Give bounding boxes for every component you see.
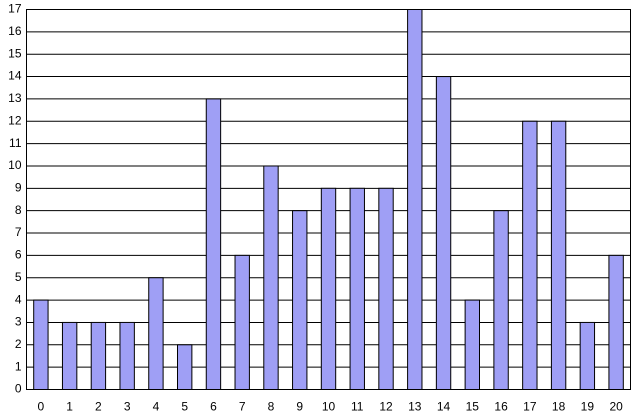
x-tick-label: 9 [296, 400, 303, 414]
bar [177, 344, 193, 391]
x-tick-label: 13 [408, 400, 422, 414]
x-tick-label: 8 [268, 400, 275, 414]
x-tick-label: 11 [351, 400, 364, 414]
bar [33, 299, 49, 390]
bar [407, 9, 423, 390]
y-tick-label: 5 [15, 270, 22, 284]
y-tick-label: 8 [15, 203, 22, 217]
x-tick-label: 15 [466, 400, 480, 414]
bar [493, 210, 509, 390]
x-tick-label: 4 [153, 400, 160, 414]
x-tick-label: 16 [494, 400, 508, 414]
bar [608, 254, 624, 390]
x-tick-label: 3 [124, 400, 131, 414]
y-tick-label: 16 [8, 24, 22, 38]
y-tick-label: 13 [8, 91, 22, 105]
y-tick-label: 10 [8, 158, 22, 172]
y-tick-label: 1 [15, 359, 22, 373]
x-tick-label: 14 [437, 400, 451, 414]
x-tick-label: 10 [322, 400, 336, 414]
bar [579, 321, 596, 390]
y-tick-label: 3 [15, 315, 22, 329]
bar [234, 254, 250, 390]
y-tick-label: 0 [15, 382, 22, 396]
x-tick-label: 2 [95, 400, 102, 414]
bar [292, 210, 308, 390]
x-tick-label: 18 [552, 400, 566, 414]
bar [522, 120, 538, 390]
x-tick-label: 17 [523, 400, 537, 414]
x-tick-label: 7 [239, 400, 246, 414]
x-tick-label: 0 [38, 400, 45, 414]
y-tick-label: 2 [15, 337, 22, 351]
y-tick-label: 17 [8, 2, 22, 16]
bar [349, 187, 365, 390]
y-tick-label: 12 [8, 113, 22, 127]
y-tick-label: 11 [9, 136, 22, 150]
bar [263, 165, 279, 390]
y-tick-label: 9 [15, 180, 22, 194]
y-tick-label: 15 [8, 46, 22, 60]
y-tick-label: 6 [15, 248, 22, 262]
bar [205, 98, 222, 390]
bar [90, 321, 107, 390]
bar [61, 321, 78, 390]
x-tick-label: 6 [210, 400, 217, 414]
bar [550, 120, 567, 390]
bar [435, 76, 452, 390]
x-tick-label: 20 [609, 400, 623, 414]
y-tick-label: 4 [15, 292, 22, 306]
x-tick-label: 1 [66, 400, 73, 414]
bar [464, 299, 481, 390]
bar [378, 187, 394, 390]
x-tick-label: 5 [181, 400, 188, 414]
x-tick-label: 12 [379, 400, 393, 414]
x-tick-label: 19 [581, 400, 595, 414]
bar [320, 187, 337, 390]
bar [119, 321, 135, 390]
y-tick-label: 7 [15, 225, 22, 239]
bar [148, 277, 164, 390]
y-tick-label: 14 [8, 69, 22, 83]
